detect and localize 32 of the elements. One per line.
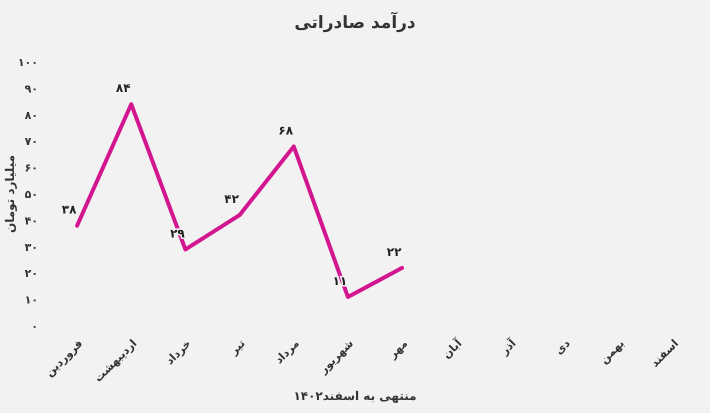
y-tick-label: ۶۰ [24,162,38,175]
x-axis-title: منتهی به اسفند۱۴۰۲ [293,389,417,403]
x-tick-label: شهریور [316,336,356,377]
y-tick-label: ۷۰ [24,135,38,148]
data-label: ۸۴ [116,81,131,96]
y-tick-label: ۹۰ [24,82,38,96]
x-tick-label: آبان [439,336,465,362]
data-label: ۳۸ [62,202,78,217]
x-tick-label: فروردین [42,336,86,380]
data-label: ۴۲ [224,192,240,206]
x-tick-label: اردیبهشت [92,336,140,385]
y-axis-title: میلیارد تومان [3,154,17,234]
chart-title: درآمد صادراتی [294,11,416,33]
x-tick-label: بهمن [597,336,627,366]
x-tick-label: اسفند [648,336,682,370]
x-tick-label: خرداد [163,336,194,368]
data-label: ۶۸ [278,123,294,138]
line-series [75,102,404,299]
y-tick-label: ۳۰ [24,240,38,254]
x-tick-label: مرداد [272,336,302,366]
x-tick-label: آذر [496,336,519,358]
y-tick-label: ۴۰ [24,214,38,228]
y-tick-label: ۱۰ [24,294,38,307]
y-tick-label: ۰ [31,320,38,333]
x-tick-label: تیر [226,336,248,358]
x-tick-label: دی [552,336,573,358]
x-tick-label: مهر [386,336,410,362]
y-tick-label: ۸۰ [24,108,38,122]
y-tick-label: ۲۰ [24,267,38,280]
data-label: ۲۲ [386,244,402,259]
y-tick-label: ۵۰ [24,188,38,201]
y-tick-label: ۱۰۰ [18,56,38,69]
